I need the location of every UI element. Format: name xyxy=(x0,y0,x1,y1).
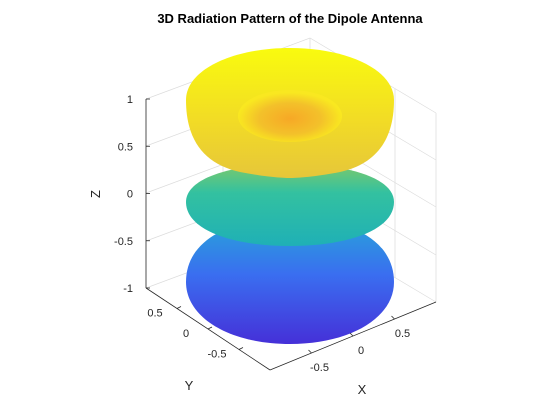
y-axis-label: Y xyxy=(185,378,194,393)
x-tick-label: 0 xyxy=(358,345,364,357)
z-axis-label: Z xyxy=(88,190,103,198)
y-tick-mark xyxy=(238,347,244,350)
y-tick-labels: -0.5 0 0.5 xyxy=(147,306,244,361)
chart-title: 3D Radiation Pattern of the Dipole Anten… xyxy=(157,11,423,26)
middle-lobe xyxy=(186,164,394,246)
y-tick-label: 0 xyxy=(183,328,189,340)
z-tick-label: 0 xyxy=(127,189,133,201)
radiation-surface xyxy=(186,48,394,344)
z-tick-label: -1 xyxy=(123,283,133,295)
x-tick-labels: -0.5 0 0.5 xyxy=(308,315,410,374)
x-axis-label: X xyxy=(358,382,367,397)
z-tick-label: 1 xyxy=(127,94,133,106)
x-tick-label: 0.5 xyxy=(395,328,410,340)
x-tick-mark xyxy=(308,349,312,354)
x-tick-mark xyxy=(391,315,395,320)
bottom-lobe xyxy=(186,218,394,344)
y-tick-label: -0.5 xyxy=(208,349,227,361)
y-tick-mark xyxy=(207,326,213,330)
top-lobe xyxy=(186,48,394,178)
x-tick-label: -0.5 xyxy=(310,362,329,374)
x-tick-mark xyxy=(349,332,354,337)
z-tick-label: -0.5 xyxy=(114,236,133,248)
y-tick-mark xyxy=(176,306,182,309)
z-tick-labels: -1 -0.5 0 0.5 1 xyxy=(114,94,150,295)
y-tick-label: 0.5 xyxy=(147,308,162,320)
z-tick-label: 0.5 xyxy=(118,141,133,153)
